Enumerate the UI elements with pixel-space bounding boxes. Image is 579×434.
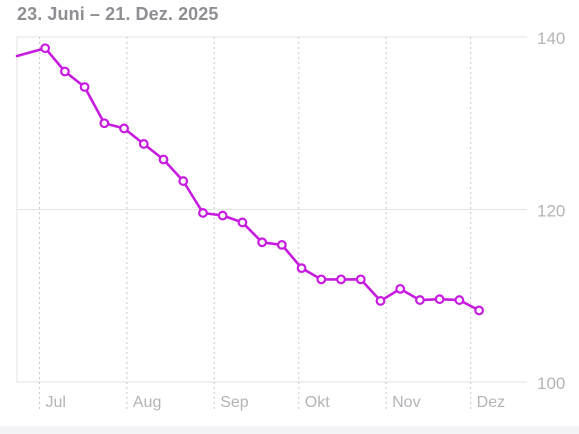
x-tick-label: Okt — [305, 394, 330, 411]
data-point — [99, 118, 110, 129]
data-point — [217, 210, 228, 221]
data-point — [316, 274, 327, 285]
data-point — [198, 208, 208, 218]
data-point — [119, 123, 129, 134]
data-point — [336, 274, 346, 285]
x-axis-labels: Jul Aug Sep Okt Nov Dez — [46, 394, 506, 411]
series-layer — [15, 43, 484, 316]
x-tick-label: Nov — [392, 394, 420, 411]
data-point — [257, 237, 268, 248]
data-point — [138, 139, 149, 149]
y-axis-labels: 140 120 100 — [537, 29, 565, 393]
data-point — [178, 176, 189, 186]
data-point — [395, 283, 406, 294]
data-point — [454, 295, 465, 305]
data-point — [355, 274, 366, 285]
data-point — [434, 294, 445, 305]
data-point — [276, 239, 287, 250]
data-point — [296, 263, 307, 274]
data-point — [237, 217, 248, 228]
data-point — [415, 295, 425, 305]
y-tick-label: 100 — [537, 374, 565, 393]
data-point — [474, 305, 484, 316]
x-tick-label: Aug — [133, 394, 161, 411]
vertical-gridlines — [39, 37, 472, 412]
x-tick-label: Jul — [46, 394, 66, 411]
bottom-panel-edge — [0, 426, 579, 434]
data-point — [375, 296, 386, 306]
data-point — [79, 82, 90, 92]
y-tick-label: 140 — [537, 29, 565, 48]
date-range-label: 23. Juni – 21. Dez. 2025 — [17, 4, 219, 24]
data-point — [158, 154, 169, 165]
x-tick-label: Sep — [220, 394, 249, 411]
x-tick-label: Dez — [477, 394, 505, 411]
horizontal-gridlines — [16, 36, 527, 383]
y-tick-label: 120 — [537, 202, 565, 221]
data-point — [40, 43, 51, 54]
data-point — [60, 66, 70, 77]
